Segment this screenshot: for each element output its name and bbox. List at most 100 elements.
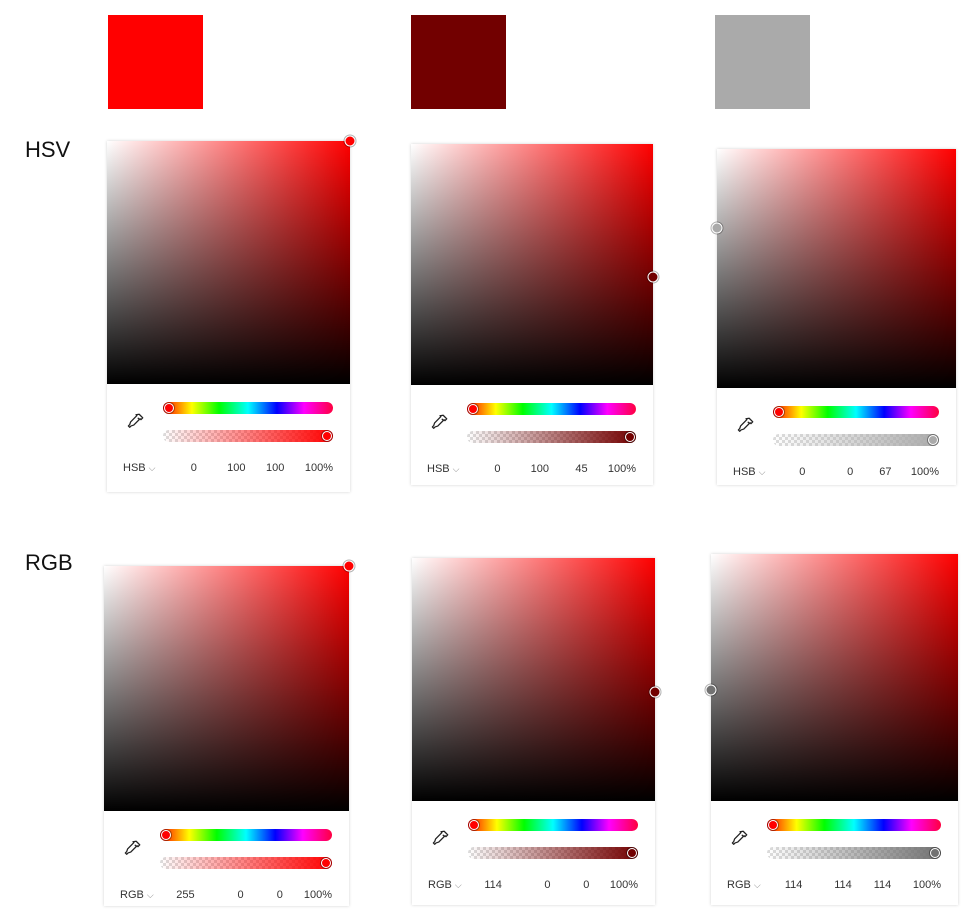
saturation-brightness-handle[interactable] bbox=[711, 222, 723, 234]
channel-value-field-3[interactable]: 67 bbox=[879, 466, 892, 478]
alpha-slider-knob[interactable] bbox=[930, 848, 940, 858]
color-mode-label: HSB bbox=[427, 463, 450, 475]
channel-value-field-3[interactable]: 45 bbox=[575, 463, 588, 475]
row-label-rgb: RGB bbox=[25, 550, 73, 575]
alpha-gradient bbox=[160, 857, 332, 869]
swatch-gray bbox=[715, 15, 810, 109]
saturation-brightness-area[interactable] bbox=[717, 149, 956, 388]
alpha-slider[interactable] bbox=[160, 857, 332, 869]
hue-slider[interactable] bbox=[767, 819, 941, 831]
eyedropper-icon[interactable] bbox=[432, 829, 450, 847]
alpha-slider[interactable] bbox=[773, 434, 939, 446]
alpha-gradient bbox=[767, 847, 941, 859]
alpha-value-field[interactable]: 100% bbox=[912, 879, 941, 891]
hue-slider-knob[interactable] bbox=[774, 407, 784, 417]
alpha-value-field[interactable]: 100% bbox=[910, 466, 939, 478]
saturation-brightness-area[interactable] bbox=[711, 554, 958, 801]
alpha-gradient bbox=[163, 430, 333, 442]
eyedropper-icon[interactable] bbox=[737, 416, 755, 434]
hue-slider-knob[interactable] bbox=[768, 820, 778, 830]
color-mode-label: HSB bbox=[733, 466, 756, 478]
alpha-slider-knob[interactable] bbox=[627, 848, 637, 858]
alpha-slider[interactable] bbox=[467, 431, 636, 443]
chevron-down-icon: ⌵ bbox=[452, 464, 460, 474]
channel-value-field-1[interactable]: 255 bbox=[176, 889, 195, 901]
saturation-brightness-area[interactable] bbox=[104, 566, 349, 811]
alpha-slider[interactable] bbox=[163, 430, 333, 442]
channel-value-field-3[interactable]: 100 bbox=[266, 462, 285, 474]
color-mode-dropdown[interactable]: HSB ⌵ bbox=[733, 466, 765, 478]
saturation-brightness-area[interactable] bbox=[107, 141, 350, 384]
saturation-brightness-handle[interactable] bbox=[705, 684, 717, 696]
color-mode-dropdown[interactable]: RGB ⌵ bbox=[120, 889, 154, 901]
color-picker-3: HSB ⌵ 0 0 67 100% bbox=[711, 149, 956, 485]
color-mode-label: RGB bbox=[727, 879, 751, 891]
saturation-brightness-handle[interactable] bbox=[649, 686, 661, 698]
channel-value-field-2[interactable]: 114 bbox=[834, 879, 852, 891]
channel-value-field-3[interactable]: 0 bbox=[583, 879, 590, 891]
channel-value-field-1[interactable]: 114 bbox=[484, 879, 502, 891]
channel-value-field-2[interactable]: 0 bbox=[237, 889, 244, 901]
alpha-slider-knob[interactable] bbox=[625, 432, 635, 442]
channel-value-field-3[interactable]: 0 bbox=[276, 889, 283, 901]
alpha-slider[interactable] bbox=[767, 847, 941, 859]
swatch-red bbox=[108, 15, 203, 109]
chevron-down-icon: ⌵ bbox=[148, 463, 156, 473]
hue-slider[interactable] bbox=[163, 402, 333, 414]
channel-value-field-2[interactable]: 100 bbox=[530, 463, 549, 475]
color-mode-dropdown[interactable]: HSB ⌵ bbox=[123, 462, 155, 474]
hue-slider[interactable] bbox=[467, 403, 636, 415]
hue-slider[interactable] bbox=[160, 829, 332, 841]
saturation-brightness-handle[interactable] bbox=[343, 560, 355, 572]
row-label-hsv: HSV bbox=[25, 137, 71, 162]
alpha-value-field[interactable]: 100% bbox=[607, 463, 636, 475]
color-mode-label: RGB bbox=[120, 889, 144, 901]
color-mode-label: RGB bbox=[428, 879, 452, 891]
color-mode-dropdown[interactable]: RGB ⌵ bbox=[727, 879, 761, 891]
saturation-brightness-handle[interactable] bbox=[344, 135, 356, 147]
hue-slider-knob[interactable] bbox=[164, 403, 174, 413]
eyedropper-icon[interactable] bbox=[124, 839, 142, 857]
chevron-down-icon: ⌵ bbox=[758, 467, 766, 477]
swatch-dark-red bbox=[411, 15, 506, 109]
color-mode-dropdown[interactable]: HSB ⌵ bbox=[427, 463, 459, 475]
alpha-value-field[interactable]: 100% bbox=[304, 462, 333, 474]
hue-slider[interactable] bbox=[773, 406, 939, 418]
color-picker-1: HSB ⌵ 0 100 100 100% bbox=[107, 135, 356, 492]
eyedropper-icon[interactable] bbox=[431, 413, 449, 431]
hue-slider[interactable] bbox=[468, 819, 638, 831]
alpha-gradient bbox=[468, 847, 638, 859]
color-picker-6: RGB ⌵ 114 114 114 100% bbox=[705, 554, 958, 905]
channel-value-field-1[interactable]: 0 bbox=[799, 466, 806, 478]
color-picker-2: HSB ⌵ 0 100 45 100% bbox=[411, 144, 659, 485]
eyedropper-icon[interactable] bbox=[731, 829, 749, 847]
chevron-down-icon: ⌵ bbox=[454, 880, 462, 890]
alpha-slider-knob[interactable] bbox=[928, 435, 938, 445]
alpha-gradient bbox=[773, 434, 939, 446]
color-mode-label: HSB bbox=[123, 462, 146, 474]
chevron-down-icon: ⌵ bbox=[753, 880, 761, 890]
alpha-value-field[interactable]: 100% bbox=[303, 889, 332, 901]
alpha-slider-knob[interactable] bbox=[322, 431, 332, 441]
channel-value-field-3[interactable]: 114 bbox=[873, 879, 892, 891]
saturation-brightness-area[interactable] bbox=[412, 558, 655, 801]
alpha-value-field[interactable]: 100% bbox=[609, 879, 638, 891]
color-mode-dropdown[interactable]: RGB ⌵ bbox=[428, 879, 462, 891]
saturation-brightness-handle[interactable] bbox=[647, 271, 659, 283]
channel-value-field-2[interactable]: 100 bbox=[227, 462, 246, 474]
hue-slider-knob[interactable] bbox=[469, 820, 479, 830]
eyedropper-icon[interactable] bbox=[127, 412, 145, 430]
channel-value-field-1[interactable]: 0 bbox=[190, 462, 197, 474]
hue-slider-knob[interactable] bbox=[161, 830, 171, 840]
channel-value-field-1[interactable]: 0 bbox=[494, 463, 501, 475]
saturation-brightness-area[interactable] bbox=[411, 144, 653, 385]
channel-value-field-2[interactable]: 0 bbox=[847, 466, 854, 478]
alpha-slider[interactable] bbox=[468, 847, 638, 859]
alpha-gradient bbox=[467, 431, 636, 443]
hue-slider-knob[interactable] bbox=[468, 404, 478, 414]
color-picker-4: RGB ⌵ 255 0 0 100% bbox=[104, 560, 355, 906]
chevron-down-icon: ⌵ bbox=[146, 890, 154, 900]
alpha-slider-knob[interactable] bbox=[321, 858, 331, 868]
channel-value-field-2[interactable]: 0 bbox=[544, 879, 551, 891]
channel-value-field-1[interactable]: 114 bbox=[784, 879, 803, 891]
